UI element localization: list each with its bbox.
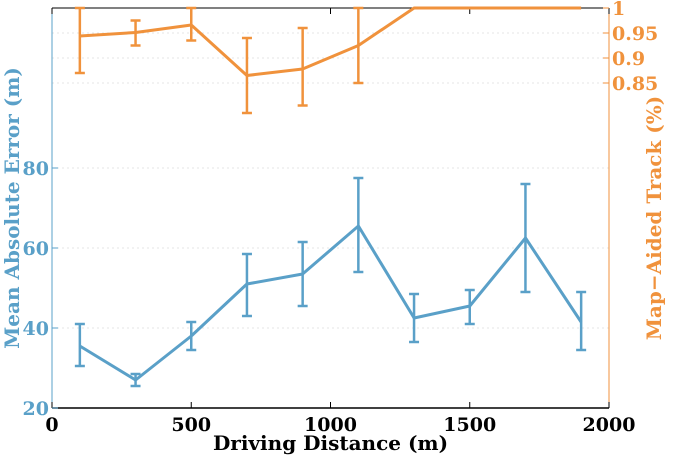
x-tick-label: 500 bbox=[171, 414, 211, 436]
error-bar bbox=[297, 240, 308, 308]
x-tick-label: 1000 bbox=[304, 414, 357, 436]
error-bar bbox=[353, 6, 364, 85]
error-bar bbox=[186, 6, 197, 42]
right-tick-label: 0.95 bbox=[612, 23, 658, 45]
x-tick-label: 2000 bbox=[583, 414, 636, 436]
error-bar bbox=[74, 322, 85, 368]
error-bar bbox=[74, 6, 85, 75]
series-line-left bbox=[79, 224, 583, 382]
right-y-axis-title: Map−Aided Track (%) bbox=[642, 96, 666, 340]
error-bar bbox=[241, 36, 252, 115]
left-tick-label: 20 bbox=[23, 398, 49, 420]
right-tick-label: 0.9 bbox=[612, 48, 645, 70]
series-left bbox=[74, 176, 587, 388]
error-bar bbox=[186, 320, 197, 352]
left-y-axis-title: Mean Absolute Error (m) bbox=[0, 67, 24, 349]
right-tick-label: 1 bbox=[612, 0, 625, 20]
x-tick-label: 1500 bbox=[443, 414, 496, 436]
series-right bbox=[74, 6, 582, 115]
series-layer bbox=[74, 6, 587, 388]
error-bar bbox=[130, 19, 141, 47]
error-bar bbox=[297, 26, 308, 107]
error-bar bbox=[241, 252, 252, 318]
error-bar bbox=[576, 290, 587, 352]
error-bar bbox=[353, 176, 364, 274]
right-tick-label: 0.85 bbox=[612, 73, 658, 95]
error-bar bbox=[520, 182, 531, 294]
error-bar bbox=[130, 372, 141, 388]
left-tick-label: 80 bbox=[23, 158, 49, 180]
tick-labels: 0 500 1000 1500 2000 20 40 60 80 0.85 0.9 0.95 1 bbox=[23, 0, 659, 436]
series-line-right bbox=[79, 6, 582, 77]
error-bar bbox=[464, 288, 475, 326]
error-bar bbox=[409, 292, 420, 344]
x-tick-label: 0 bbox=[45, 414, 58, 436]
left-tick-label: 60 bbox=[23, 238, 49, 260]
left-tick-label: 40 bbox=[23, 318, 49, 340]
x-axis-title: Driving Distance (m) bbox=[213, 431, 448, 455]
